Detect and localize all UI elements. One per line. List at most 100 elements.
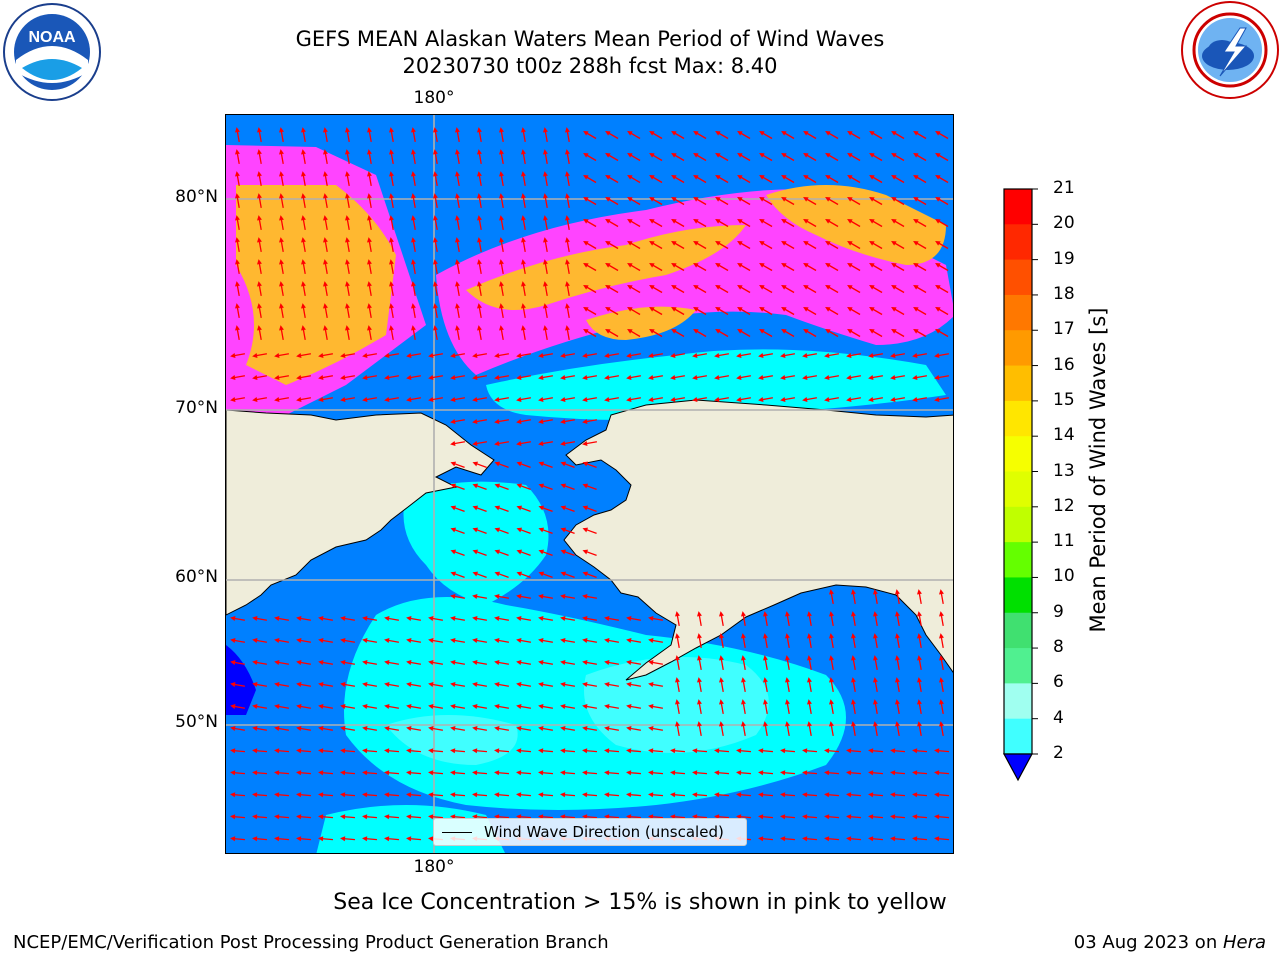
wave-direction-arrow <box>741 611 746 627</box>
wave-direction-arrow <box>737 197 751 206</box>
wave-direction-arrow <box>538 505 553 513</box>
wave-direction-arrow <box>582 682 598 687</box>
wave-direction-arrow <box>891 153 905 162</box>
wave-direction-arrow <box>780 375 796 380</box>
wave-direction-arrow <box>301 281 306 297</box>
wave-direction-arrow <box>428 792 444 798</box>
wave-direction-arrow <box>252 814 268 820</box>
wave-direction-arrow <box>340 704 356 709</box>
wave-direction-arrow <box>582 549 597 557</box>
wave-direction-arrow <box>803 263 817 272</box>
wave-direction-arrow <box>516 419 532 424</box>
wave-direction-arrow <box>538 770 554 776</box>
wave-direction-arrow <box>477 149 482 165</box>
wave-direction-arrow <box>736 748 752 754</box>
wave-direction-arrow <box>433 149 438 165</box>
wave-direction-arrow <box>868 353 884 358</box>
wave-direction-arrow <box>230 638 246 643</box>
wave-direction-arrow <box>279 281 284 297</box>
wave-direction-arrow <box>824 375 840 380</box>
wave-direction-arrow <box>235 281 240 297</box>
wave-direction-arrow <box>763 655 768 671</box>
wave-direction-arrow <box>279 215 284 231</box>
wave-direction-arrow <box>406 638 422 643</box>
wave-direction-arrow <box>411 193 416 209</box>
wave-direction-arrow <box>715 263 729 272</box>
wave-direction-arrow <box>323 149 328 165</box>
wave-direction-arrow <box>714 375 730 380</box>
wave-direction-arrow <box>715 219 729 228</box>
wave-direction-arrow <box>627 241 641 250</box>
wave-direction-arrow <box>516 682 532 687</box>
wave-direction-arrow <box>714 814 730 820</box>
wave-direction-arrow <box>477 281 482 297</box>
run-date-text: 03 Aug 2023 on Hera <box>1074 932 1266 953</box>
wave-direction-arrow <box>538 726 554 731</box>
wave-direction-arrow <box>450 375 466 380</box>
wave-direction-arrow <box>521 171 526 187</box>
wave-direction-arrow <box>939 677 944 693</box>
wave-direction-arrow <box>428 660 444 665</box>
colorbar-cell <box>1004 189 1032 225</box>
wave-direction-arrow <box>626 638 642 643</box>
wave-direction-arrow <box>389 281 394 297</box>
wave-direction-arrow <box>472 770 488 776</box>
wave-direction-arrow <box>671 197 685 206</box>
wave-direction-arrow <box>384 638 400 643</box>
wave-direction-arrow <box>873 699 878 715</box>
wave-direction-arrow <box>759 263 773 272</box>
wave-direction-arrow <box>741 677 746 693</box>
colorbar-cell <box>1004 718 1032 755</box>
wave-direction-arrow <box>560 660 576 665</box>
wave-direction-arrow <box>230 660 246 665</box>
wave-direction-arrow <box>763 633 768 649</box>
wave-direction-arrow <box>719 633 724 649</box>
wave-direction-arrow <box>472 638 488 643</box>
wave-direction-arrow <box>697 677 702 693</box>
wave-direction-arrow <box>675 721 680 737</box>
wave-direction-arrow <box>450 682 466 687</box>
wave-direction-arrow <box>675 633 680 649</box>
wave-direction-arrow <box>565 259 570 275</box>
wave-direction-arrow <box>692 397 708 402</box>
wave-direction-arrow <box>538 682 554 687</box>
wave-direction-arrow <box>649 307 663 316</box>
wave-direction-arrow <box>829 655 834 671</box>
wave-direction-arrow <box>912 792 928 798</box>
wave-direction-arrow <box>913 131 927 140</box>
wave-direction-arrow <box>737 175 751 184</box>
wave-direction-arrow <box>851 655 856 671</box>
wave-direction-arrow <box>785 655 790 671</box>
wave-direction-arrow <box>274 353 290 358</box>
wave-direction-arrow <box>825 153 839 162</box>
wave-direction-arrow <box>583 241 597 250</box>
wave-direction-arrow <box>671 131 685 140</box>
wave-direction-arrow <box>543 149 548 165</box>
wave-direction-arrow <box>252 792 268 798</box>
colorbar-tick-label: 20 <box>1053 213 1075 234</box>
wave-direction-arrow <box>670 353 686 358</box>
wave-direction-arrow <box>274 726 290 731</box>
wave-direction-arrow <box>252 748 268 754</box>
wave-direction-arrow <box>560 419 576 424</box>
wave-direction-arrow <box>758 353 774 358</box>
wave-direction-arrow <box>934 814 950 820</box>
wave-direction-arrow <box>345 193 350 209</box>
wave-direction-arrow <box>583 307 597 316</box>
wave-direction-arrow <box>389 149 394 165</box>
wave-direction-arrow <box>737 263 751 272</box>
wave-direction-arrow <box>803 197 817 206</box>
wave-direction-arrow <box>714 748 730 754</box>
wave-direction-arrow <box>912 375 928 380</box>
wave-direction-arrow <box>257 171 262 187</box>
wave-direction-arrow <box>648 770 664 776</box>
wave-direction-arrow <box>340 353 356 358</box>
wave-direction-arrow <box>301 149 306 165</box>
wave-direction-arrow <box>912 397 928 402</box>
wave-direction-arrow <box>582 461 597 469</box>
wave-direction-arrow <box>345 325 350 341</box>
wave-direction-arrow <box>406 660 422 665</box>
wave-direction-arrow <box>582 726 598 731</box>
colorbar-tick-label: 21 <box>1053 178 1075 198</box>
map-canvas <box>226 115 953 853</box>
